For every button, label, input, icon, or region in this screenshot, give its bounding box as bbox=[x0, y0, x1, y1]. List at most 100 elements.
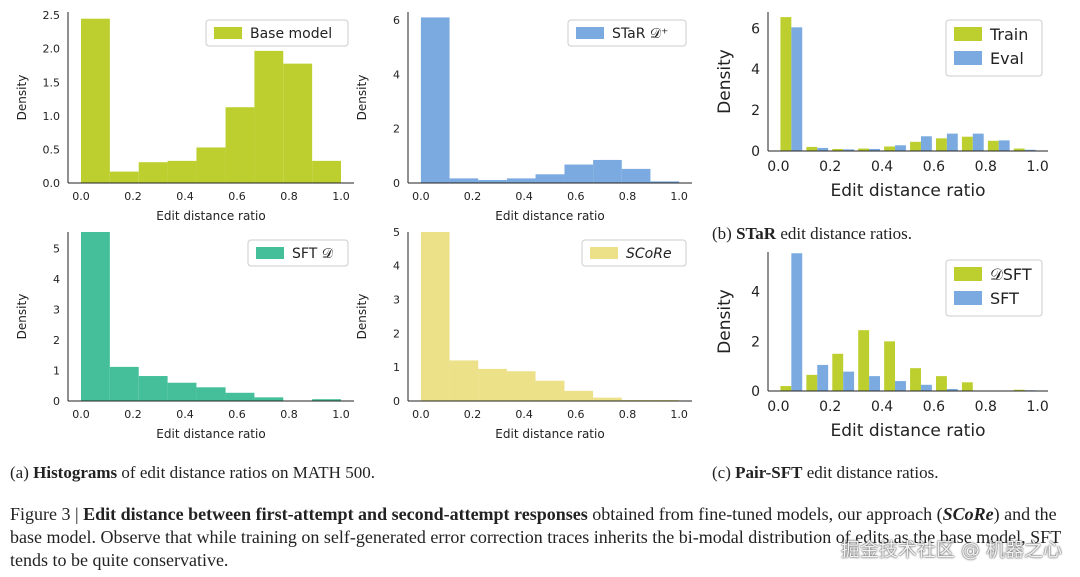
chart-c-y-label: Density bbox=[715, 289, 735, 354]
chart-c-x-tick-label: 1.0 bbox=[1026, 399, 1048, 415]
chart-a2-bar bbox=[593, 159, 622, 183]
chart-c-bar-0 bbox=[832, 353, 844, 391]
chart-a1-legend-swatch bbox=[214, 27, 242, 39]
chart-a4-y-tick-label: 5 bbox=[393, 226, 400, 239]
chart-b-bar-0 bbox=[884, 146, 896, 151]
chart-c-legend-label: SFT bbox=[990, 289, 1019, 308]
caption-a: (a) Histograms of edit distance ratios o… bbox=[10, 463, 375, 483]
chart-a4-legend-swatch bbox=[590, 247, 618, 259]
chart-c-bar-1 bbox=[895, 381, 906, 391]
chart-b-bar-1 bbox=[920, 136, 932, 151]
chart-a2-y-tick-label: 4 bbox=[393, 68, 400, 81]
chart-a4-y-tick-label: 2 bbox=[393, 327, 400, 340]
chart-b-bar-0 bbox=[936, 138, 947, 151]
chart-c-bar-0 bbox=[858, 330, 870, 391]
chart-a3-bar bbox=[81, 232, 110, 401]
chart-a4-x-tick-label: 0.8 bbox=[619, 408, 637, 421]
chart-a2-x-tick-label: 0.4 bbox=[515, 190, 533, 203]
chart-b-y-tick-label: 0 bbox=[751, 144, 760, 160]
chart-a2-y-tick-label: 6 bbox=[393, 14, 400, 27]
chart-a3-y-tick-label: 5 bbox=[53, 243, 60, 256]
caption-c-text: edit distance ratios. bbox=[802, 463, 939, 482]
chart-a1-x-tick-label: 0.8 bbox=[280, 190, 298, 203]
chart-b-y-label: Density bbox=[715, 49, 735, 114]
figure-caption-bold: Edit distance between first-attempt and … bbox=[83, 504, 588, 524]
chart-a2-y-tick-label: 2 bbox=[393, 123, 400, 136]
chart-b-bar-0 bbox=[910, 141, 921, 151]
caption-b-bold: STaR bbox=[736, 224, 777, 243]
chart-a2-y-tick-label: 0 bbox=[393, 177, 400, 190]
chart-c-y-tick-label: 2 bbox=[751, 334, 760, 350]
caption-a-text: of edit distance ratios on MATH 500. bbox=[117, 463, 375, 482]
chart-b-bar-0 bbox=[961, 136, 973, 151]
chart-a1-y-tick-label: 0.5 bbox=[43, 143, 61, 156]
chart-c-x-tick-label: 0.4 bbox=[871, 399, 893, 415]
caption-c-label: (c) bbox=[712, 463, 731, 482]
chart-b-y-tick-label: 4 bbox=[751, 62, 760, 78]
chart-b-bar-0 bbox=[858, 148, 870, 151]
chart-a3-x-label: Edit distance ratio bbox=[156, 427, 265, 441]
chart-a2-x-label: Edit distance ratio bbox=[495, 209, 604, 223]
chart-a4-bar bbox=[420, 232, 450, 401]
chart-a2-bar bbox=[650, 181, 680, 183]
chart-a3-y-tick-label: 0 bbox=[53, 395, 60, 408]
chart-a4-legend-label: SCoRe bbox=[626, 246, 672, 262]
chart-a2-bar bbox=[420, 17, 450, 183]
chart-a4-bar bbox=[593, 397, 622, 401]
watermark: 掘金技术社区 @ 机器之心 bbox=[840, 539, 1062, 561]
chart-a2-x-tick-label: 0.6 bbox=[567, 190, 585, 203]
chart-a3-y-tick-label: 1 bbox=[53, 364, 60, 377]
chart-a1-legend-label: Base model bbox=[250, 26, 332, 42]
chart-a4-bar bbox=[650, 399, 680, 401]
chart-a1-bar bbox=[312, 160, 341, 183]
chart-a1-x-label: Edit distance ratio bbox=[156, 209, 265, 223]
chart-c-x-tick-label: 0.0 bbox=[767, 399, 789, 415]
caption-c: (c) Pair-SFT edit distance ratios. bbox=[712, 463, 938, 483]
chart-a1-y-tick-label: 1.5 bbox=[43, 76, 61, 89]
chart-a3-x-tick-label: 1.0 bbox=[332, 408, 350, 421]
chart-a2-x-tick-label: 0.2 bbox=[464, 190, 482, 203]
chart-a3-y-tick-label: 4 bbox=[53, 273, 60, 286]
chart-a1-y-tick-label: 0.0 bbox=[43, 177, 61, 190]
chart-b-x-label: Edit distance ratio bbox=[831, 181, 986, 201]
chart-c-legend-swatch bbox=[954, 267, 982, 281]
chart-a2-x-tick-label: 0.0 bbox=[412, 190, 430, 203]
figure-caption-prefix: Figure 3 | bbox=[10, 504, 84, 524]
chart-a2-x-tick-label: 1.0 bbox=[670, 190, 688, 203]
chart-b-legend-swatch bbox=[954, 27, 982, 41]
chart-b-legend-label: Eval bbox=[990, 49, 1024, 68]
chart-a2-bar bbox=[535, 174, 565, 183]
chart-a1-x-tick-label: 0.4 bbox=[176, 190, 194, 203]
chart-a4-bar bbox=[564, 390, 594, 401]
chart-a3-bar bbox=[225, 392, 255, 401]
chart-b-x-tick-label: 1.0 bbox=[1026, 159, 1048, 175]
chart-a3-legend bbox=[247, 239, 349, 267]
chart-a4-y-tick-label: 3 bbox=[393, 293, 400, 306]
chart-a3-x-tick-label: 0.4 bbox=[176, 408, 194, 421]
chart-a3-legend-label: SFT 𝒟 bbox=[292, 246, 334, 262]
chart-c-bar-1 bbox=[869, 376, 880, 391]
chart-b-y-tick-label: 6 bbox=[751, 21, 760, 37]
figure-caption-part1: obtained from fine-tuned models, our app… bbox=[587, 504, 943, 524]
chart-b-bar-1 bbox=[1024, 149, 1036, 151]
chart-b-bar-1 bbox=[843, 149, 855, 151]
chart-a3-bar bbox=[312, 399, 341, 401]
chart-a1-bar bbox=[254, 50, 284, 183]
chart-a3-y-tick-label: 2 bbox=[53, 334, 60, 347]
caption-b-label: (b) bbox=[712, 224, 732, 243]
chart-a2-y-label: Density bbox=[355, 75, 369, 121]
chart-a2-bar bbox=[478, 180, 507, 183]
chart-b-x-tick-label: 0.0 bbox=[767, 159, 789, 175]
chart-a4-bar bbox=[506, 371, 536, 401]
chart-a4-x-label: Edit distance ratio bbox=[495, 427, 604, 441]
chart-b-bar-1 bbox=[972, 133, 984, 151]
chart-a1-y-tick-label: 1.0 bbox=[43, 110, 61, 123]
chart-b-x-tick-label: 0.2 bbox=[819, 159, 841, 175]
chart-a4-y-tick-label: 1 bbox=[393, 361, 400, 374]
chart-a1-bar bbox=[167, 160, 197, 183]
caption-a-bold: Histograms bbox=[33, 463, 118, 482]
chart-c-bar-1 bbox=[946, 389, 958, 391]
chart-b-legend-swatch bbox=[954, 51, 982, 65]
chart-a3-x-tick-label: 0.2 bbox=[124, 408, 142, 421]
